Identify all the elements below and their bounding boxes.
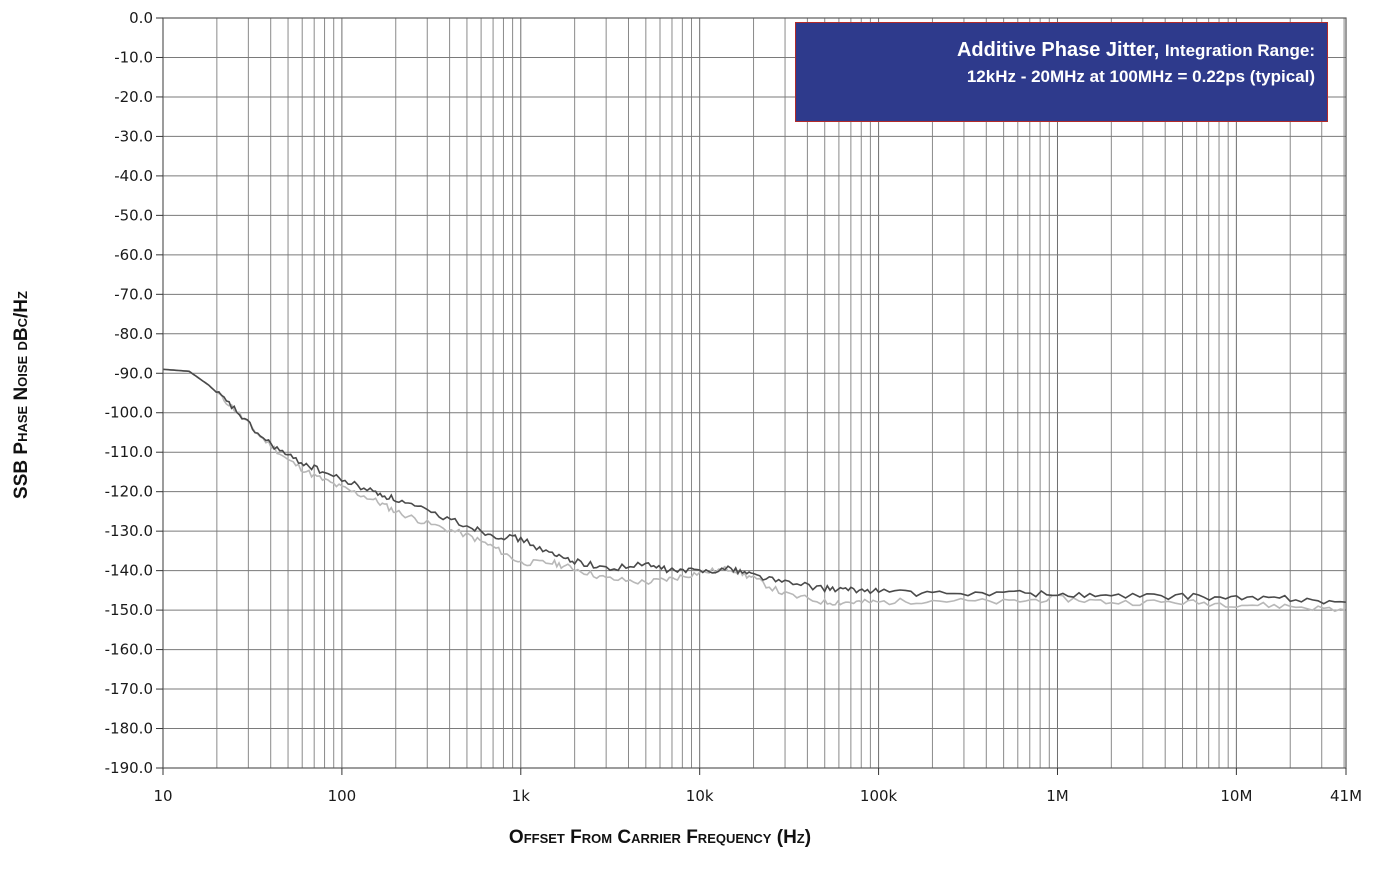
plot-frame [162,17,1347,769]
y-tick-label: -50.0 [114,206,153,224]
y-tick-label: -160.0 [105,641,153,659]
y-tick-label: -20.0 [114,88,153,106]
annotation-title: Additive Phase Jitter, [956,39,1160,61]
x-tick-label: 10 [153,787,172,805]
y-tick-label: -170.0 [105,680,153,698]
series-line [162,368,1347,613]
y-tick-label: -130.0 [105,522,153,540]
grid-layer [162,17,1346,769]
x-tick-label: 41M [1330,787,1362,805]
x-tick-label: 10k [686,787,714,805]
y-tick-label: -30.0 [114,127,153,145]
x-axis-title: Offset From Carrier Frequency (Hz) [509,827,811,848]
y-tick-label: -70.0 [114,285,153,303]
x-tick-label: 100k [860,787,898,805]
x-tick-label: 1M [1046,787,1069,805]
y-tick-label: -40.0 [114,167,153,185]
y-tick-label: -150.0 [105,601,153,619]
series-line [162,368,1347,605]
y-tick-label: -140.0 [105,562,153,580]
annotation-range-label: Integration Range: [1164,41,1315,60]
annotation-jitter-value: 12kHz - 20MHz at 100MHz = 0.22ps (typica… [966,67,1315,86]
y-tick-label: -80.0 [114,325,153,343]
y-tick-label: -90.0 [114,364,153,382]
y-tick-label: 0.0 [129,9,153,27]
y-axis-title: SSB Phase Noise dBc/Hz [11,291,32,499]
x-tick-label: 10M [1220,787,1252,805]
y-tick-label: -180.0 [105,720,153,738]
x-tick-label: 100 [328,787,357,805]
x-tick-label: 1k [512,787,531,805]
y-tick-label: -190.0 [105,759,153,777]
series-layer [162,368,1347,613]
y-tick-label: -110.0 [105,443,153,461]
y-tick-label: -60.0 [114,246,153,264]
y-tick-label: -100.0 [105,404,153,422]
y-tick-label: -10.0 [114,48,153,66]
tick-layer: 0.0 -10.0 -20.0 -30.0 -40.0 -50.0 -60.0 -70.0 -8… [105,9,1362,805]
jitter-annotation-box: Additive Phase Jitter, Integration Range… [795,22,1328,122]
y-tick-label: -120.0 [105,483,153,501]
